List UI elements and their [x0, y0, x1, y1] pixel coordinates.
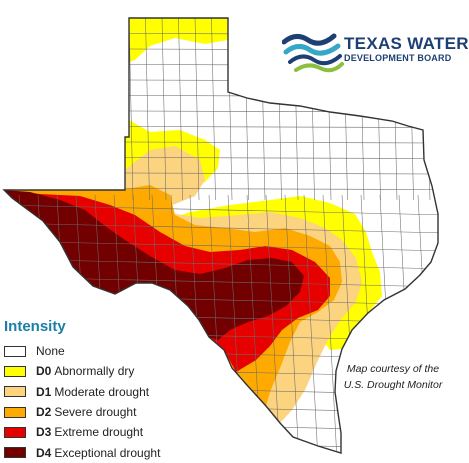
legend-code: D1 [36, 384, 52, 399]
legend-swatch [4, 447, 26, 459]
legend-title: Intensity [4, 318, 66, 335]
intensity-legend: Intensity None D0 Abnormally dry D1 Moderate… [4, 318, 224, 463]
credit-line-2: U.S. Drought Monitor [343, 379, 443, 391]
legend-label: D3 Extreme drought [36, 425, 144, 440]
legend-swatch [4, 386, 26, 398]
legend-code: D2 [36, 405, 52, 420]
legend-code: D3 [36, 425, 52, 440]
water-wave-logo-icon [282, 33, 344, 73]
legend-swatch [4, 345, 26, 357]
credit-line-1: Map courtesy of the [346, 363, 440, 375]
legend-swatch [4, 406, 26, 418]
twdb-logo: TEXAS WATER DEVELOPMENT BOARD [282, 20, 469, 80]
legend-label: None [36, 344, 65, 359]
legend-item: None [4, 341, 224, 361]
legend-item: D0 Abnormally dry [4, 361, 224, 381]
texas-state-outline [2, 17, 439, 454]
legend-item: D4 Exceptional drought [4, 442, 224, 462]
legend-swatch [4, 426, 26, 438]
legend-label: D2 Severe drought [36, 405, 137, 420]
legend-rows: None D0 Abnormally dry D1 Moderate drought D2… [4, 341, 224, 463]
legend-code: D4 [36, 445, 52, 460]
legend-label: D1 Moderate drought [36, 384, 150, 399]
drought-d0-panhandle [129, 18, 228, 62]
legend-item: D2 Severe drought [4, 402, 224, 422]
legend-item: D3 Extreme drought [4, 422, 224, 442]
logo-subtitle: DEVELOPMENT BOARD [344, 53, 452, 63]
legend-swatch [4, 365, 26, 377]
logo-title: TEXAS WATER [344, 34, 469, 53]
legend-item: D1 Moderate drought [4, 382, 224, 402]
map-credit: Map courtesy of the U.S. Drought Monitor [318, 361, 468, 393]
legend-code: D0 [36, 364, 52, 379]
legend-label: D4 Exceptional drought [36, 445, 161, 460]
legend-label: D0 Abnormally dry [36, 364, 135, 379]
drought-d4-region [4, 190, 304, 340]
